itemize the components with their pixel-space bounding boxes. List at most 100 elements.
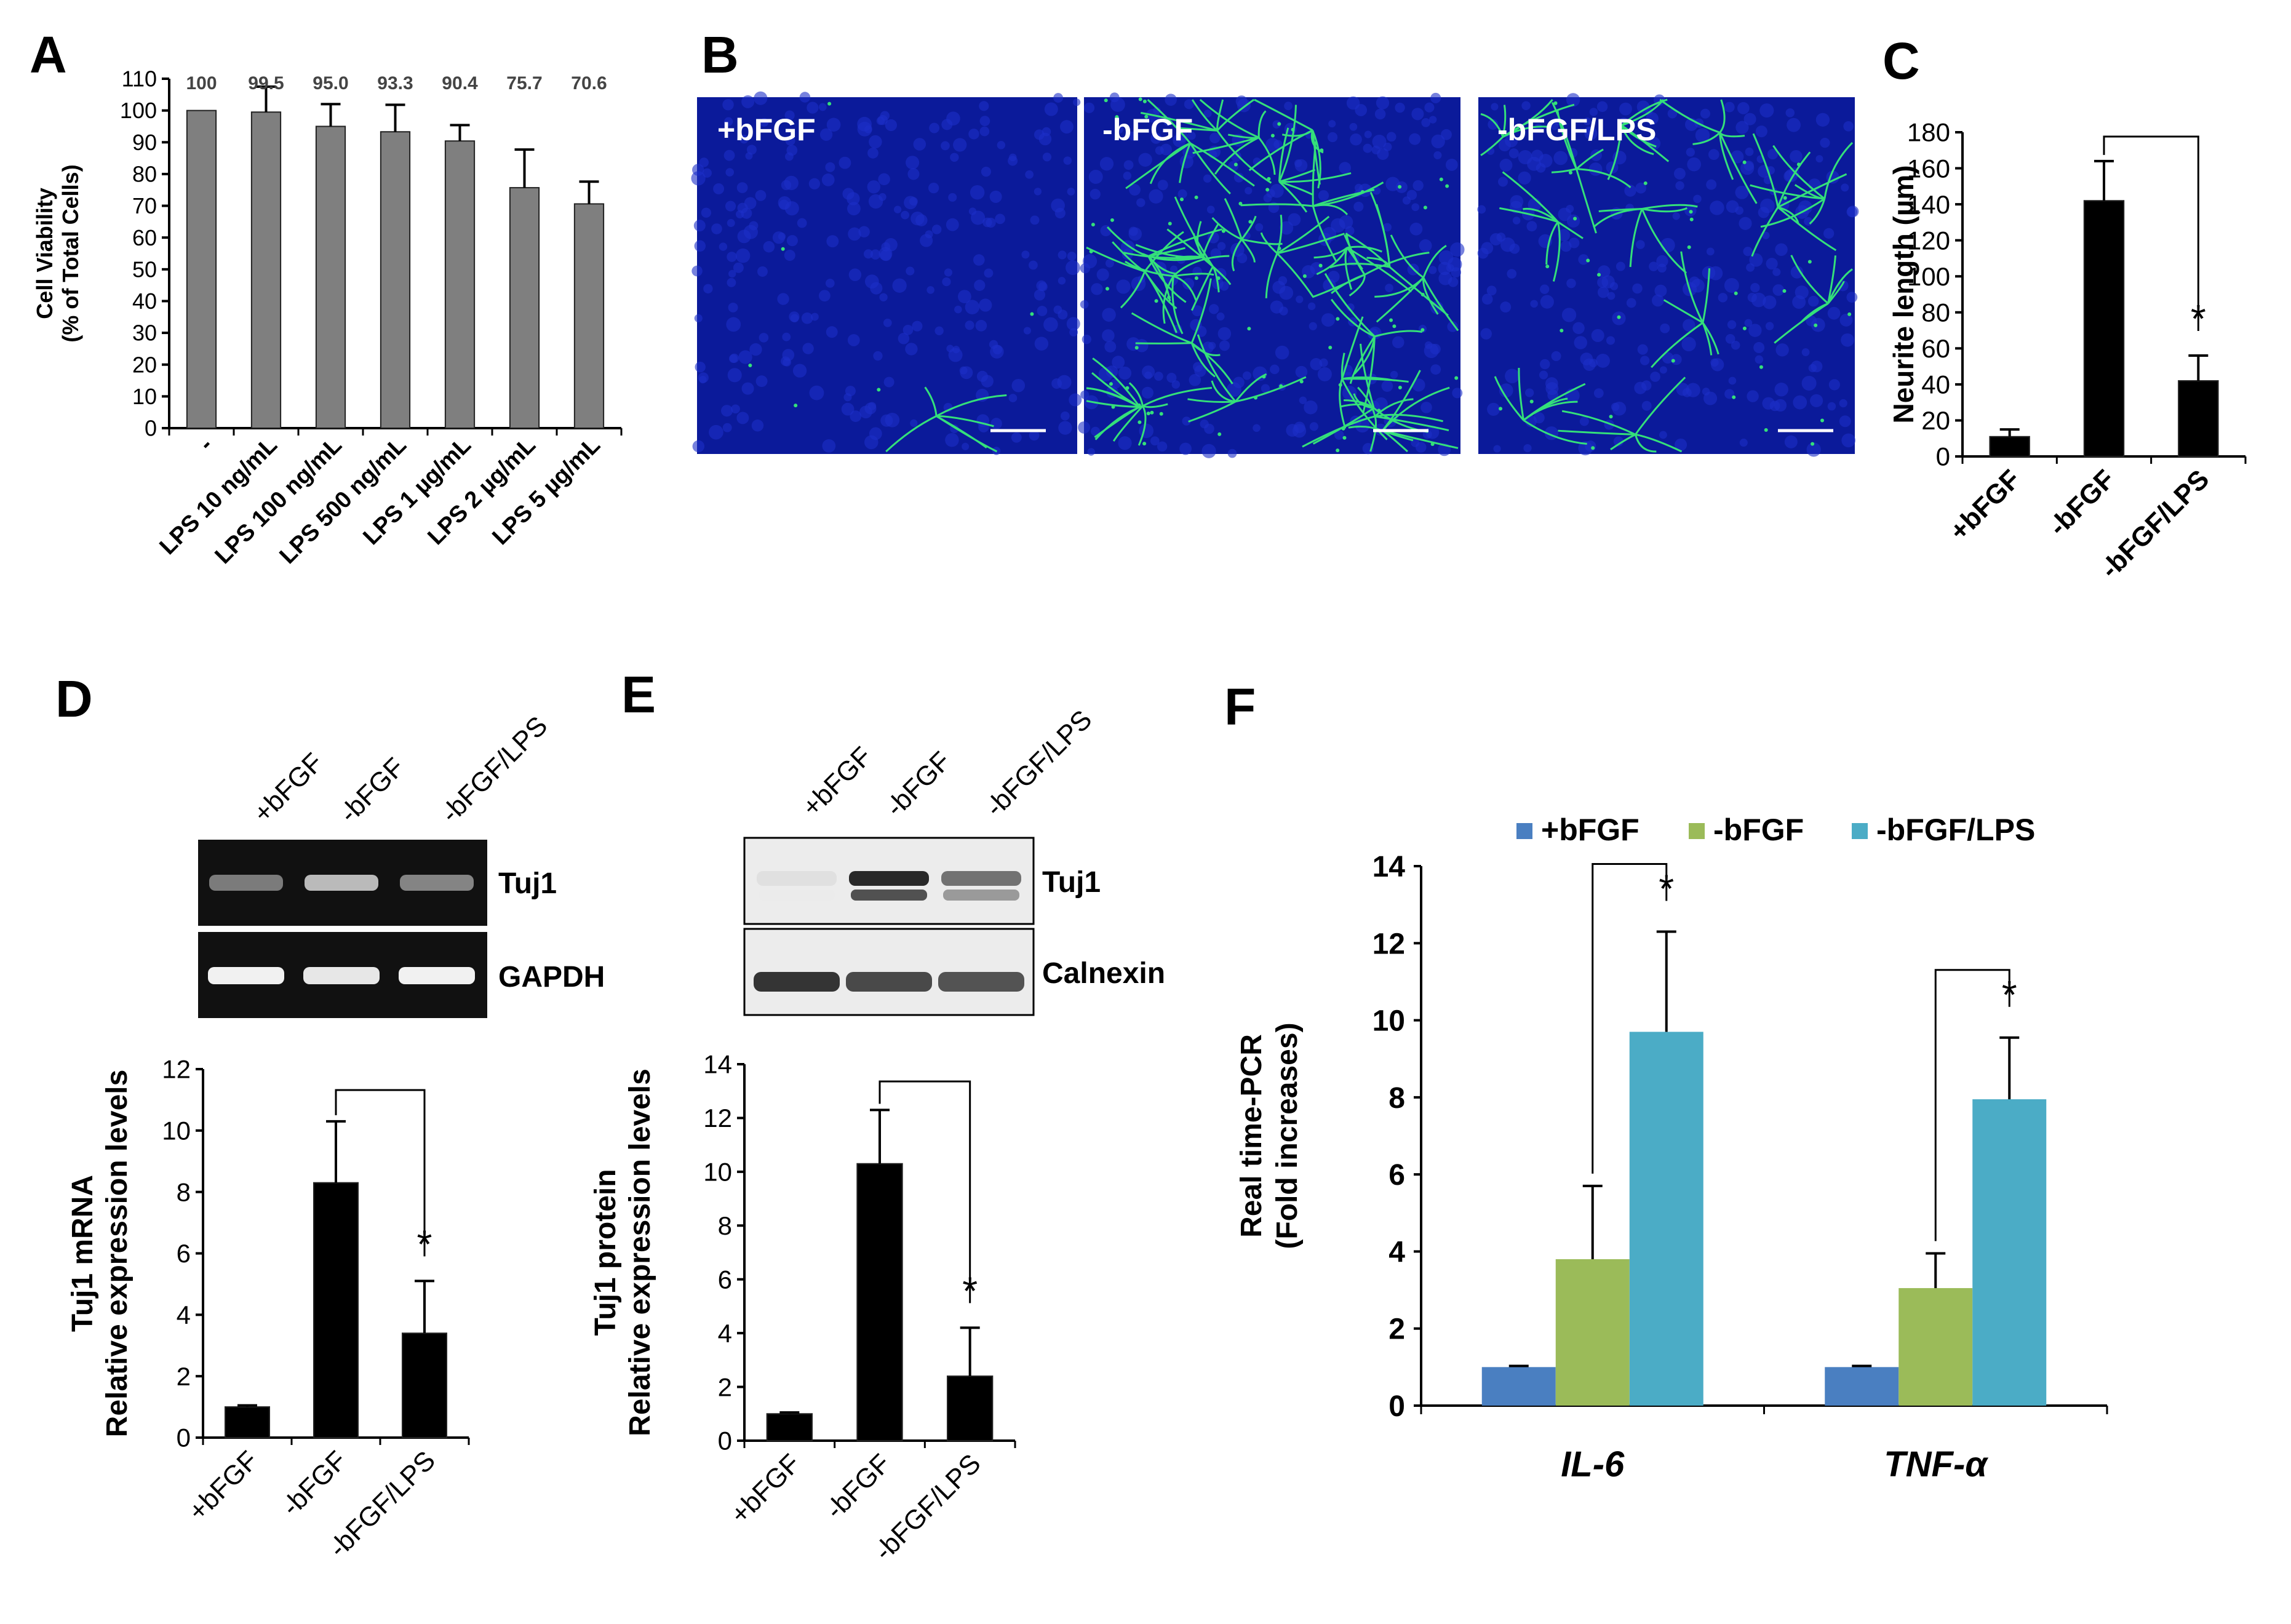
nucleus — [1150, 436, 1160, 446]
nucleus — [1069, 328, 1078, 337]
nucleus — [1509, 243, 1520, 254]
y-tick-label: 100 — [120, 98, 157, 123]
x-tick-label: TNF-α — [1884, 1444, 1988, 1484]
neurite — [1518, 367, 1524, 421]
nucleus — [1583, 358, 1596, 371]
bar-tnf-alpha-bfgf-lps — [1972, 1099, 2047, 1406]
bar-bfgf-lps — [2178, 380, 2219, 457]
nucleus — [826, 117, 841, 132]
neurite — [885, 415, 937, 453]
nucleus — [785, 135, 795, 146]
nucleus — [857, 116, 872, 132]
nucleus — [1428, 266, 1437, 274]
nucleus — [1080, 390, 1090, 399]
nucleus — [1743, 113, 1756, 125]
neurite — [1680, 251, 1704, 324]
neurite-speck — [1420, 328, 1425, 332]
nucleus — [1138, 153, 1152, 167]
neurite — [1092, 357, 1141, 408]
neurite-speck — [1338, 383, 1342, 387]
neurite — [1197, 221, 1205, 258]
y-tick-label: 160 — [1907, 154, 1950, 183]
neurite-speck — [1341, 426, 1345, 431]
nucleus — [1123, 172, 1132, 180]
nucleus — [1008, 156, 1018, 166]
nucleus — [1363, 143, 1373, 153]
neurite — [1374, 415, 1449, 432]
nucleus — [1011, 378, 1026, 392]
nucleus — [1192, 305, 1203, 317]
bar-lps-10-ng-ml — [250, 111, 282, 429]
nucleus — [944, 268, 953, 277]
nucleus — [1042, 153, 1052, 162]
legend-entry-plus-bfgf: +bFGF — [1541, 813, 1640, 847]
y-tick-label: 0 — [145, 416, 157, 441]
neurite-speck — [1111, 405, 1115, 409]
nucleus — [902, 324, 914, 335]
neurite-speck — [1389, 318, 1393, 322]
nucleus — [736, 182, 748, 193]
neurite — [1189, 142, 1255, 187]
neurite — [1357, 386, 1376, 417]
nucleus — [1037, 306, 1048, 316]
bar-il-6-bfgf — [1555, 1259, 1630, 1406]
nucleus — [727, 277, 736, 287]
nucleus — [1585, 440, 1596, 452]
nucleus — [1725, 334, 1735, 344]
nucleus — [880, 249, 892, 261]
data-label: 75.7 — [506, 73, 542, 94]
nucleus — [741, 95, 755, 108]
nucleus — [1445, 159, 1458, 171]
nucleus — [728, 302, 738, 312]
nucleus — [1675, 181, 1684, 190]
neurite — [1341, 378, 1388, 440]
neurite — [1349, 336, 1376, 384]
nucleus — [807, 102, 819, 114]
gel-band-gapdh — [303, 967, 380, 984]
neurite — [1641, 208, 1687, 274]
nucleus — [970, 185, 985, 200]
neurite — [1364, 252, 1430, 276]
nucleus — [1744, 319, 1753, 327]
nucleus — [981, 167, 991, 177]
y-tick-label: 8 — [177, 1177, 191, 1206]
neurite-speck — [1318, 263, 1323, 268]
nucleus — [1411, 203, 1420, 212]
y-tick-label: 40 — [1921, 370, 1950, 399]
nucleus — [1438, 271, 1452, 285]
x-tick-label: +bFGF — [183, 1445, 264, 1526]
neurite — [1607, 125, 1623, 180]
gel-band-tuj1 — [209, 875, 283, 891]
nucleus — [1616, 261, 1625, 271]
neurite — [1480, 113, 1504, 138]
y-axis-label: Tuj1 mRNA — [66, 1175, 99, 1332]
nucleus — [692, 440, 705, 453]
neurite — [924, 386, 938, 416]
y-tick-label: 80 — [1921, 298, 1950, 327]
nucleus — [1216, 312, 1225, 321]
nucleus — [1755, 125, 1767, 138]
nucleus — [1072, 98, 1081, 106]
y-tick-label: 120 — [1907, 226, 1950, 255]
blot-band-calnexin — [754, 972, 840, 992]
nucleus — [1299, 396, 1307, 404]
nucleus — [1090, 188, 1101, 200]
y-tick-label: 6 — [177, 1239, 191, 1268]
nucleus — [869, 427, 882, 440]
nucleus — [1411, 108, 1424, 121]
nucleus — [1030, 215, 1040, 225]
neurite-speck — [1320, 148, 1324, 153]
nucleus — [1318, 190, 1329, 201]
nucleus — [1551, 351, 1561, 361]
neurite-speck — [1217, 432, 1222, 436]
nucleus — [1353, 201, 1364, 212]
nucleus — [858, 226, 870, 238]
nucleus — [1650, 372, 1660, 382]
neurite — [1277, 233, 1345, 255]
nucleus — [1584, 126, 1594, 135]
nucleus — [1334, 430, 1344, 440]
nucleus — [826, 326, 838, 338]
neurite-speck — [1105, 287, 1109, 291]
nucleus — [1057, 375, 1072, 389]
